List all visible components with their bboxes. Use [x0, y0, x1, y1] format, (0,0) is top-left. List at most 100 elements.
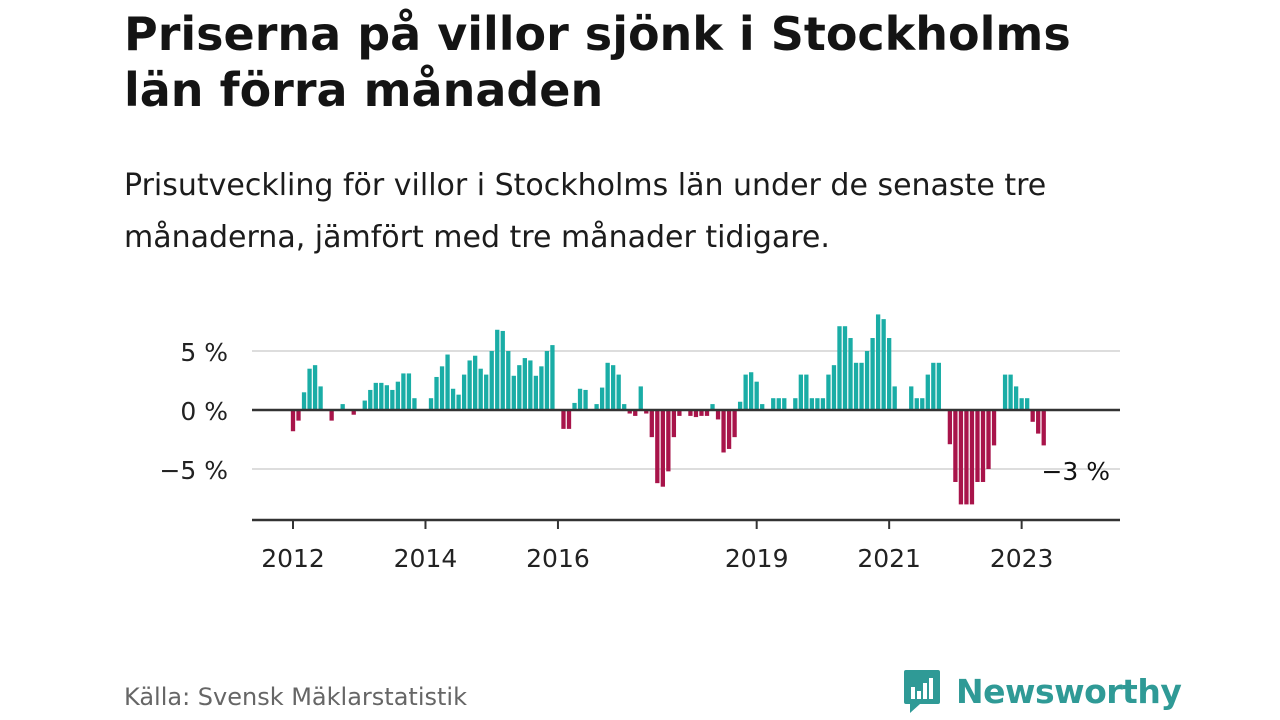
bar	[710, 404, 715, 410]
bar	[881, 319, 886, 410]
bar	[500, 330, 505, 410]
bar	[1030, 410, 1035, 422]
source-note: Källa: Svensk Mäklarstatistik	[124, 683, 467, 711]
bar	[633, 410, 638, 416]
bar	[958, 410, 964, 505]
bar	[401, 373, 406, 410]
bar	[644, 410, 649, 414]
bar	[782, 398, 787, 410]
bar	[815, 398, 820, 410]
bar	[550, 345, 555, 410]
bar	[373, 382, 378, 410]
bar	[495, 329, 500, 410]
bar	[390, 389, 395, 410]
bar	[1036, 410, 1041, 434]
bar	[296, 410, 301, 421]
bar	[655, 410, 660, 484]
bar	[539, 366, 544, 410]
bar	[931, 362, 936, 410]
chart-subtitle: Prisutveckling för villor i Stockholms l…	[124, 168, 1047, 255]
bar	[605, 362, 610, 410]
bar	[456, 394, 461, 410]
bar	[892, 386, 897, 410]
bar	[853, 362, 859, 410]
bar	[980, 410, 986, 482]
newsworthy-logo-icon	[904, 670, 940, 713]
bar	[312, 365, 318, 410]
bar	[340, 404, 345, 410]
bar	[301, 392, 307, 410]
bar	[627, 410, 632, 414]
bar	[947, 410, 953, 445]
bar	[622, 404, 627, 410]
bar	[936, 362, 941, 410]
axis-labels: 5 % 0 % −5 % 2012 2014 2016 2019 2021 2023 −3 %	[159, 338, 1110, 573]
bar	[975, 410, 980, 482]
latest-value-label: −3 %	[1041, 457, 1110, 486]
bar	[616, 374, 621, 410]
bar	[572, 402, 577, 410]
bar	[528, 360, 533, 410]
bar	[699, 410, 704, 416]
bar	[732, 410, 737, 438]
bar	[726, 410, 732, 449]
x-tick-label: 2012	[261, 544, 325, 573]
bar	[887, 338, 892, 410]
bar	[737, 401, 743, 410]
bar	[362, 400, 367, 410]
bar	[809, 398, 815, 410]
bar	[837, 326, 842, 410]
bar	[820, 398, 826, 410]
bar	[688, 410, 693, 416]
bar	[450, 388, 456, 410]
bar	[754, 381, 759, 410]
bar	[875, 314, 881, 410]
x-tick-label: 2016	[526, 544, 590, 573]
bar	[379, 382, 384, 410]
bar	[412, 398, 417, 410]
bar	[368, 389, 373, 410]
bar	[351, 410, 356, 415]
bar	[649, 410, 654, 438]
bar	[428, 398, 434, 410]
bar	[842, 326, 848, 410]
bar	[870, 338, 875, 410]
bar	[677, 410, 682, 416]
bar	[743, 374, 748, 410]
bar	[660, 410, 665, 487]
bar	[749, 372, 754, 410]
bar	[1041, 410, 1046, 446]
bar	[611, 365, 616, 410]
bar	[1002, 374, 1008, 410]
bar	[721, 410, 726, 453]
x-tick-label: 2021	[857, 544, 921, 573]
chart-title: Priserna på villor sjönk i Stockholms lä…	[124, 7, 1071, 117]
bar	[467, 360, 472, 410]
bar	[925, 374, 930, 410]
bar	[1013, 386, 1019, 410]
bar	[329, 410, 334, 421]
bar	[489, 351, 494, 410]
bar	[566, 410, 572, 429]
bar	[561, 410, 566, 429]
x-tick-label: 2023	[990, 544, 1054, 573]
bar	[583, 389, 588, 410]
bar	[920, 398, 925, 410]
bar	[848, 338, 853, 410]
bar	[986, 410, 991, 469]
bar	[914, 398, 919, 410]
bars	[290, 314, 1046, 505]
bar	[445, 354, 450, 410]
x-tick-label: 2019	[725, 544, 789, 573]
bar	[533, 375, 539, 410]
bar	[693, 410, 699, 418]
brand-logo: Newsworthy	[902, 668, 1182, 714]
bar	[859, 362, 864, 410]
bar	[522, 358, 527, 410]
bar	[666, 410, 671, 472]
bar	[704, 410, 710, 416]
bar	[964, 410, 969, 505]
bar	[577, 388, 583, 410]
bar	[831, 365, 837, 410]
bar	[461, 374, 467, 410]
